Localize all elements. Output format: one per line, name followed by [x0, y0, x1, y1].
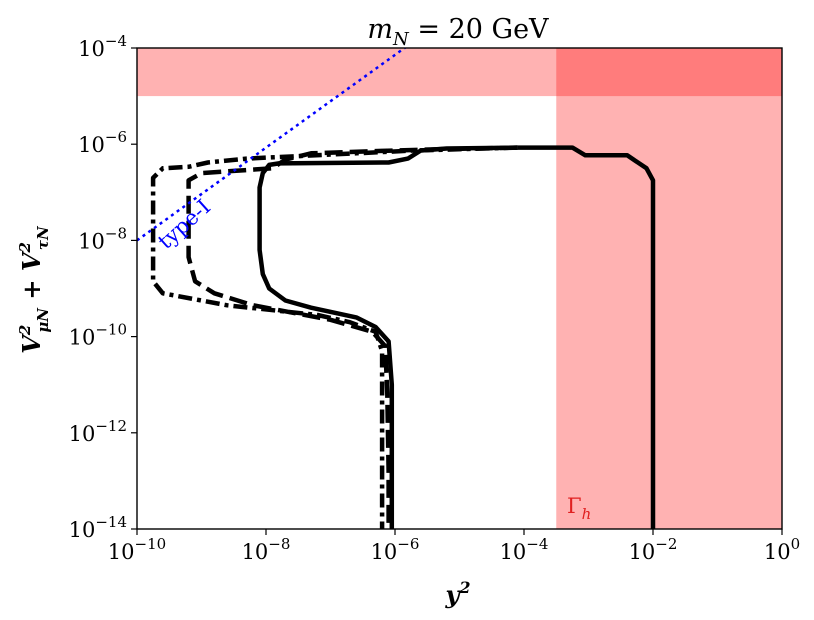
y-axis-ticks: 10−4 10−6 10−8 10−10 10−12 10−14	[69, 32, 137, 542]
x-tick-label: 10−2	[629, 535, 678, 564]
region-gamma-h-band	[556, 48, 782, 529]
x-axis-label: y2	[444, 578, 470, 609]
series-solid-0	[257, 145, 518, 529]
chart-title: mN = 20 GeV	[367, 14, 549, 50]
y-tick-label: 10−10	[69, 321, 127, 350]
x-axis-ticks: 10−10 10−8 10−6 10−4 10−2 100	[108, 529, 800, 564]
data-series	[137, 48, 656, 529]
y-axis-label: V2μN + V2τN	[16, 225, 52, 354]
x-tick-label: 100	[764, 535, 800, 564]
series-dashdot-3	[150, 145, 518, 529]
plot-frame	[136, 47, 783, 530]
y-tick-label: 10−4	[78, 32, 127, 61]
region-horizontal-band	[137, 48, 782, 97]
x-tick-label: 10−6	[371, 535, 420, 564]
x-tick-label: 10−8	[242, 535, 291, 564]
y-tick-label: 10−14	[69, 513, 127, 542]
y-tick-label: 10−8	[78, 224, 127, 253]
series-dashed-2	[186, 145, 518, 529]
exclusion-regions	[137, 48, 782, 529]
x-tick-label: 10−10	[108, 535, 166, 564]
series-solid-1	[517, 145, 656, 529]
y-tick-label: 10−6	[78, 128, 127, 157]
y-tick-label: 10−12	[69, 417, 127, 446]
type-I-annotation: type-I	[153, 195, 215, 254]
x-tick-label: 10−4	[500, 535, 549, 564]
